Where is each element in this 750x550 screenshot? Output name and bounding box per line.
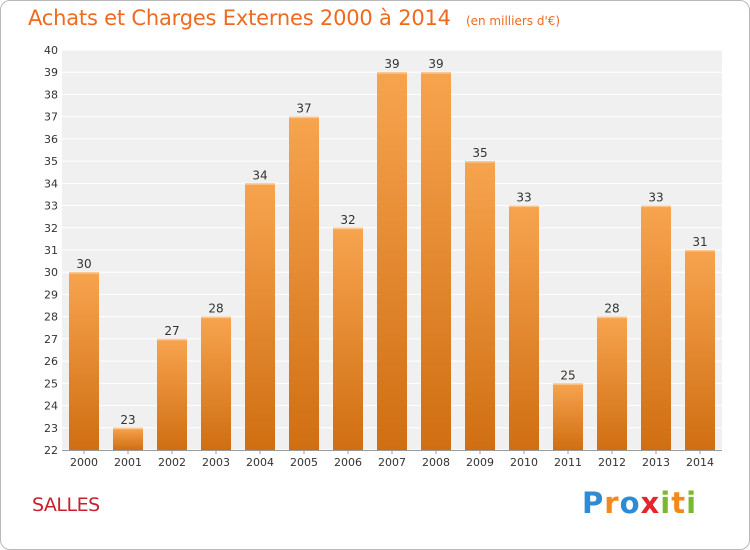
bar-2004	[245, 183, 275, 451]
bar-2014	[685, 250, 715, 450]
bar-top-edge	[685, 250, 715, 252]
commune-name: SALLES	[32, 494, 100, 516]
y-tick-label: 24	[44, 400, 58, 413]
y-tick-label: 37	[44, 111, 58, 124]
bar-top-edge	[553, 383, 583, 385]
data-labels: 30 23 27 28 34 37 32 39 39 35 33 25 28 33 31	[76, 57, 707, 427]
logo-letter: x	[640, 486, 661, 520]
data-label: 23	[120, 413, 135, 427]
y-tick-label: 27	[44, 333, 58, 346]
logo-letter: o	[619, 486, 641, 520]
chart-subtitle: (en milliers d'€)	[465, 14, 561, 28]
bar-top-edge	[509, 205, 539, 208]
data-label: 31	[692, 235, 707, 249]
data-label: 37	[296, 102, 311, 116]
y-tick-label: 33	[44, 200, 58, 213]
x-tick-label: 2002	[158, 456, 186, 469]
data-label: 39	[428, 57, 443, 71]
data-label: 33	[516, 191, 531, 205]
x-tick-label: 2013	[642, 456, 670, 469]
data-label: 28	[604, 302, 619, 316]
proxiti-logo: Proxiti	[582, 486, 697, 520]
y-tick-label: 32	[44, 222, 58, 235]
x-tick-label: 2007	[378, 456, 406, 469]
x-tick-label: 2009	[466, 456, 494, 469]
y-tick-label: 40	[44, 44, 58, 57]
y-tick-label: 38	[44, 88, 58, 101]
y-tick-label: 23	[44, 422, 58, 435]
bar-2002	[157, 338, 187, 450]
bar-top-edge	[377, 72, 407, 74]
x-tick-label: 2000	[70, 456, 98, 469]
logo-letter: i	[660, 486, 672, 520]
bar-top-edge	[245, 183, 275, 185]
y-tick-label: 26	[44, 355, 58, 368]
bars	[69, 72, 715, 451]
bar-top-edge	[201, 316, 231, 319]
bar-top-edge	[69, 272, 99, 274]
bar-2006	[333, 227, 363, 450]
y-tick-label: 29	[44, 288, 58, 301]
x-tick-label: 2012	[598, 456, 626, 469]
logo-letter: P	[582, 486, 605, 520]
x-tick-label: 2005	[290, 456, 318, 469]
bar-top-edge	[597, 316, 627, 319]
bar-2001	[113, 427, 143, 450]
bar-2013	[641, 205, 671, 450]
y-tick-label: 34	[44, 177, 58, 190]
x-tick-label: 2011	[554, 456, 582, 469]
data-label: 39	[384, 57, 399, 71]
data-label: 27	[164, 324, 179, 338]
bar-2009	[465, 161, 495, 450]
bar-top-edge	[157, 338, 187, 341]
x-tick-labels: 2000 2001 2002 2003 2004 2005 2006 2007 2008 2009…	[62, 450, 722, 469]
logo-letter: r	[604, 486, 620, 520]
bar-top-edge	[333, 227, 363, 230]
y-tick-label: 31	[44, 244, 58, 257]
logo-letter: i	[686, 486, 698, 520]
y-tick-label: 30	[44, 266, 58, 279]
chart-title-row: Achats et Charges Externes 2000 à 2014 (…	[28, 6, 560, 30]
y-tick-labels: 22 23 24 25 26 27 28 29 30 31 32 33 34 35 36 37 38 39 40	[44, 44, 58, 457]
x-tick-label: 2014	[686, 456, 714, 469]
x-tick-label: 2001	[114, 456, 142, 469]
data-label: 35	[472, 146, 487, 160]
y-tick-label: 28	[44, 311, 58, 324]
data-label: 33	[648, 191, 663, 205]
data-label: 25	[560, 368, 575, 382]
bar-top-edge	[641, 205, 671, 208]
x-tick-label: 2003	[202, 456, 230, 469]
bar-2012	[597, 316, 627, 450]
y-tick-label: 36	[44, 133, 58, 146]
x-tick-label: 2004	[246, 456, 274, 469]
data-label: 28	[208, 302, 223, 316]
chart-title: Achats et Charges Externes 2000 à 2014	[28, 6, 451, 30]
bar-2005	[289, 116, 319, 451]
bar-2008	[421, 72, 451, 450]
bar-2010	[509, 205, 539, 450]
bar-top-edge	[113, 427, 143, 430]
bar-2003	[201, 316, 231, 450]
y-tick-label: 25	[44, 377, 58, 390]
x-tick-label: 2006	[334, 456, 362, 469]
y-tick-label: 35	[44, 155, 58, 168]
y-tick-label: 39	[44, 66, 58, 79]
logo-letter: t	[671, 486, 687, 520]
x-tick-label: 2010	[510, 456, 538, 469]
data-label: 30	[76, 257, 91, 271]
bar-top-edge	[289, 116, 319, 119]
data-label: 32	[340, 213, 355, 227]
bar-2000	[69, 272, 99, 450]
bar-top-edge	[421, 72, 451, 74]
bar-2011	[553, 383, 583, 450]
bar-top-edge	[465, 161, 495, 163]
data-label: 34	[252, 168, 267, 182]
x-tick-label: 2008	[422, 456, 450, 469]
bar-2007	[377, 72, 407, 450]
y-tick-label: 22	[44, 444, 58, 457]
